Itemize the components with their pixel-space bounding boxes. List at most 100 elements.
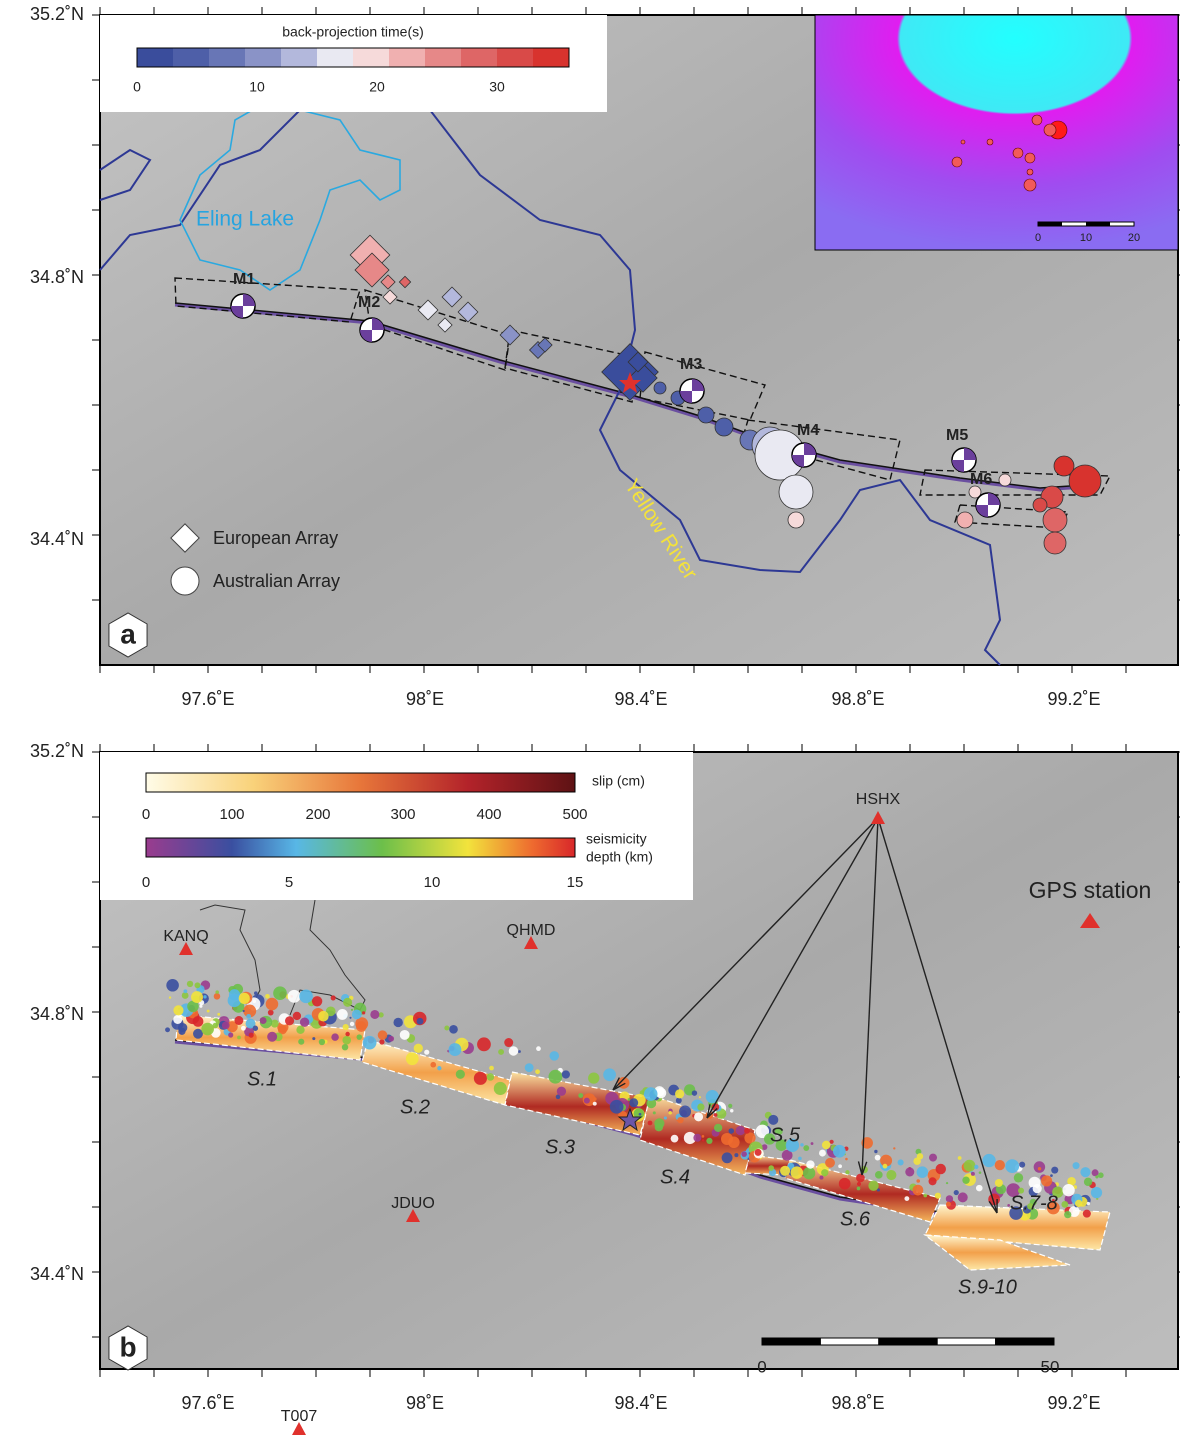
seismicity (754, 1148, 762, 1156)
slip-patch (923, 1234, 1071, 1271)
seismicity (882, 1163, 888, 1169)
seismicity (1037, 1166, 1042, 1171)
seismicity (768, 1165, 775, 1171)
seismicity (627, 1098, 631, 1101)
seismicity (701, 1139, 705, 1142)
seismicity (378, 1012, 384, 1018)
colorbar-title: back-projection time(s) (282, 24, 424, 40)
gps-legend-label: GPS station (1029, 877, 1152, 903)
seismicity (267, 1009, 274, 1016)
seismicity (1027, 1203, 1034, 1210)
seismicity (916, 1179, 921, 1183)
panel-label: b (119, 1331, 136, 1362)
seismicity (609, 1099, 624, 1114)
segment-label: S.3 (545, 1136, 575, 1158)
european-array-point (437, 317, 453, 333)
lat-tick-label: 34.4˚N (30, 529, 84, 549)
seismicity (379, 1039, 385, 1045)
seismicity (790, 1166, 804, 1179)
seismicity (213, 993, 221, 1000)
colorbar-tick-label: 0 (142, 874, 150, 891)
european-array-point (380, 274, 396, 290)
seismicity (741, 1151, 747, 1157)
australian-array-point (787, 511, 805, 529)
segment-label: S.7-8 (1010, 1192, 1058, 1214)
epicenter (619, 372, 641, 393)
seismicity (186, 980, 194, 988)
mechanism-label: M5 (946, 427, 968, 444)
seismicity (838, 1164, 842, 1169)
seismicity (728, 1128, 735, 1134)
seismicity (430, 1061, 437, 1068)
seismicity (819, 1175, 824, 1180)
lake (179, 99, 401, 291)
rupture-segment (504, 329, 641, 403)
seismicity (755, 1124, 770, 1139)
colorbar-tick-label: 5 (285, 874, 293, 891)
colorbar-tick-label: 15 (567, 874, 584, 891)
arrow (877, 817, 998, 1214)
panel-a: 35.2˚N 34.8˚N 34.4˚N 97.6˚E 98˚E 98.4˚E 98.8˚E… (30, 4, 1180, 709)
seismicity (246, 1013, 252, 1019)
colorbar-tick-label: 30 (489, 79, 505, 95)
slip-colorbar (145, 772, 576, 793)
seismicity (1051, 1198, 1055, 1202)
seismicity (1074, 1199, 1083, 1208)
rupture-segment (919, 469, 1112, 496)
segment-label: S.4 (660, 1166, 690, 1188)
seismicity (713, 1113, 718, 1117)
seismicity (318, 1010, 329, 1022)
seismicity (970, 1171, 975, 1176)
seismicity (675, 1097, 682, 1104)
seismicity (798, 1156, 802, 1161)
seismicity (764, 1133, 776, 1145)
colorbar-tick-label: 10 (424, 874, 441, 891)
seismicity (1082, 1209, 1091, 1218)
seismicity (578, 1093, 584, 1099)
seismicity (518, 1050, 521, 1053)
seismicity (785, 1138, 800, 1153)
seismicity (312, 1037, 316, 1041)
seismicity (486, 1073, 495, 1081)
seismicity (803, 1145, 810, 1151)
panel-b: 35.2˚N 34.8˚N 34.4˚N 97.6˚E 98˚E 98.4˚E 98.8˚E… (30, 741, 1180, 1435)
seismicity (683, 1131, 697, 1145)
seismicity (444, 1025, 450, 1031)
colorbar-swatch (245, 48, 281, 67)
seismicity (388, 1035, 395, 1042)
seismicity (868, 1180, 879, 1191)
seismicity (361, 1011, 366, 1015)
seismicity (173, 1005, 184, 1016)
mechanism-label: M2 (358, 294, 380, 311)
focal-mechanism (792, 443, 816, 467)
mechanism-label: M3 (680, 356, 702, 373)
european-array-point (417, 299, 439, 321)
seismicity (342, 1023, 349, 1031)
seismicity (556, 1086, 567, 1096)
australian-array-point (968, 485, 982, 499)
seismicity (1052, 1186, 1064, 1198)
seismicity (252, 1025, 259, 1031)
seismicity (935, 1163, 946, 1175)
seismicity (874, 1170, 883, 1179)
seismicity (177, 1023, 188, 1033)
seismicity (252, 999, 257, 1003)
seismicity (287, 989, 301, 1003)
colorbar-tick-label: 400 (476, 806, 501, 823)
seismicity (780, 1165, 791, 1176)
rupture-segment (174, 277, 361, 323)
seismicity (945, 1181, 949, 1185)
panel-badge (108, 1325, 148, 1371)
seismicity (974, 1164, 979, 1169)
slip-patch (504, 1071, 651, 1136)
seismicity (243, 1004, 257, 1018)
seismicity (916, 1153, 924, 1160)
seismicity (336, 1009, 348, 1020)
segment-label: S.1 (247, 1068, 277, 1090)
seismicity (982, 1153, 996, 1168)
seismicity (583, 1097, 590, 1104)
seismicity (548, 1069, 563, 1084)
rupture-segment (364, 289, 511, 371)
seismicity (1086, 1201, 1091, 1206)
